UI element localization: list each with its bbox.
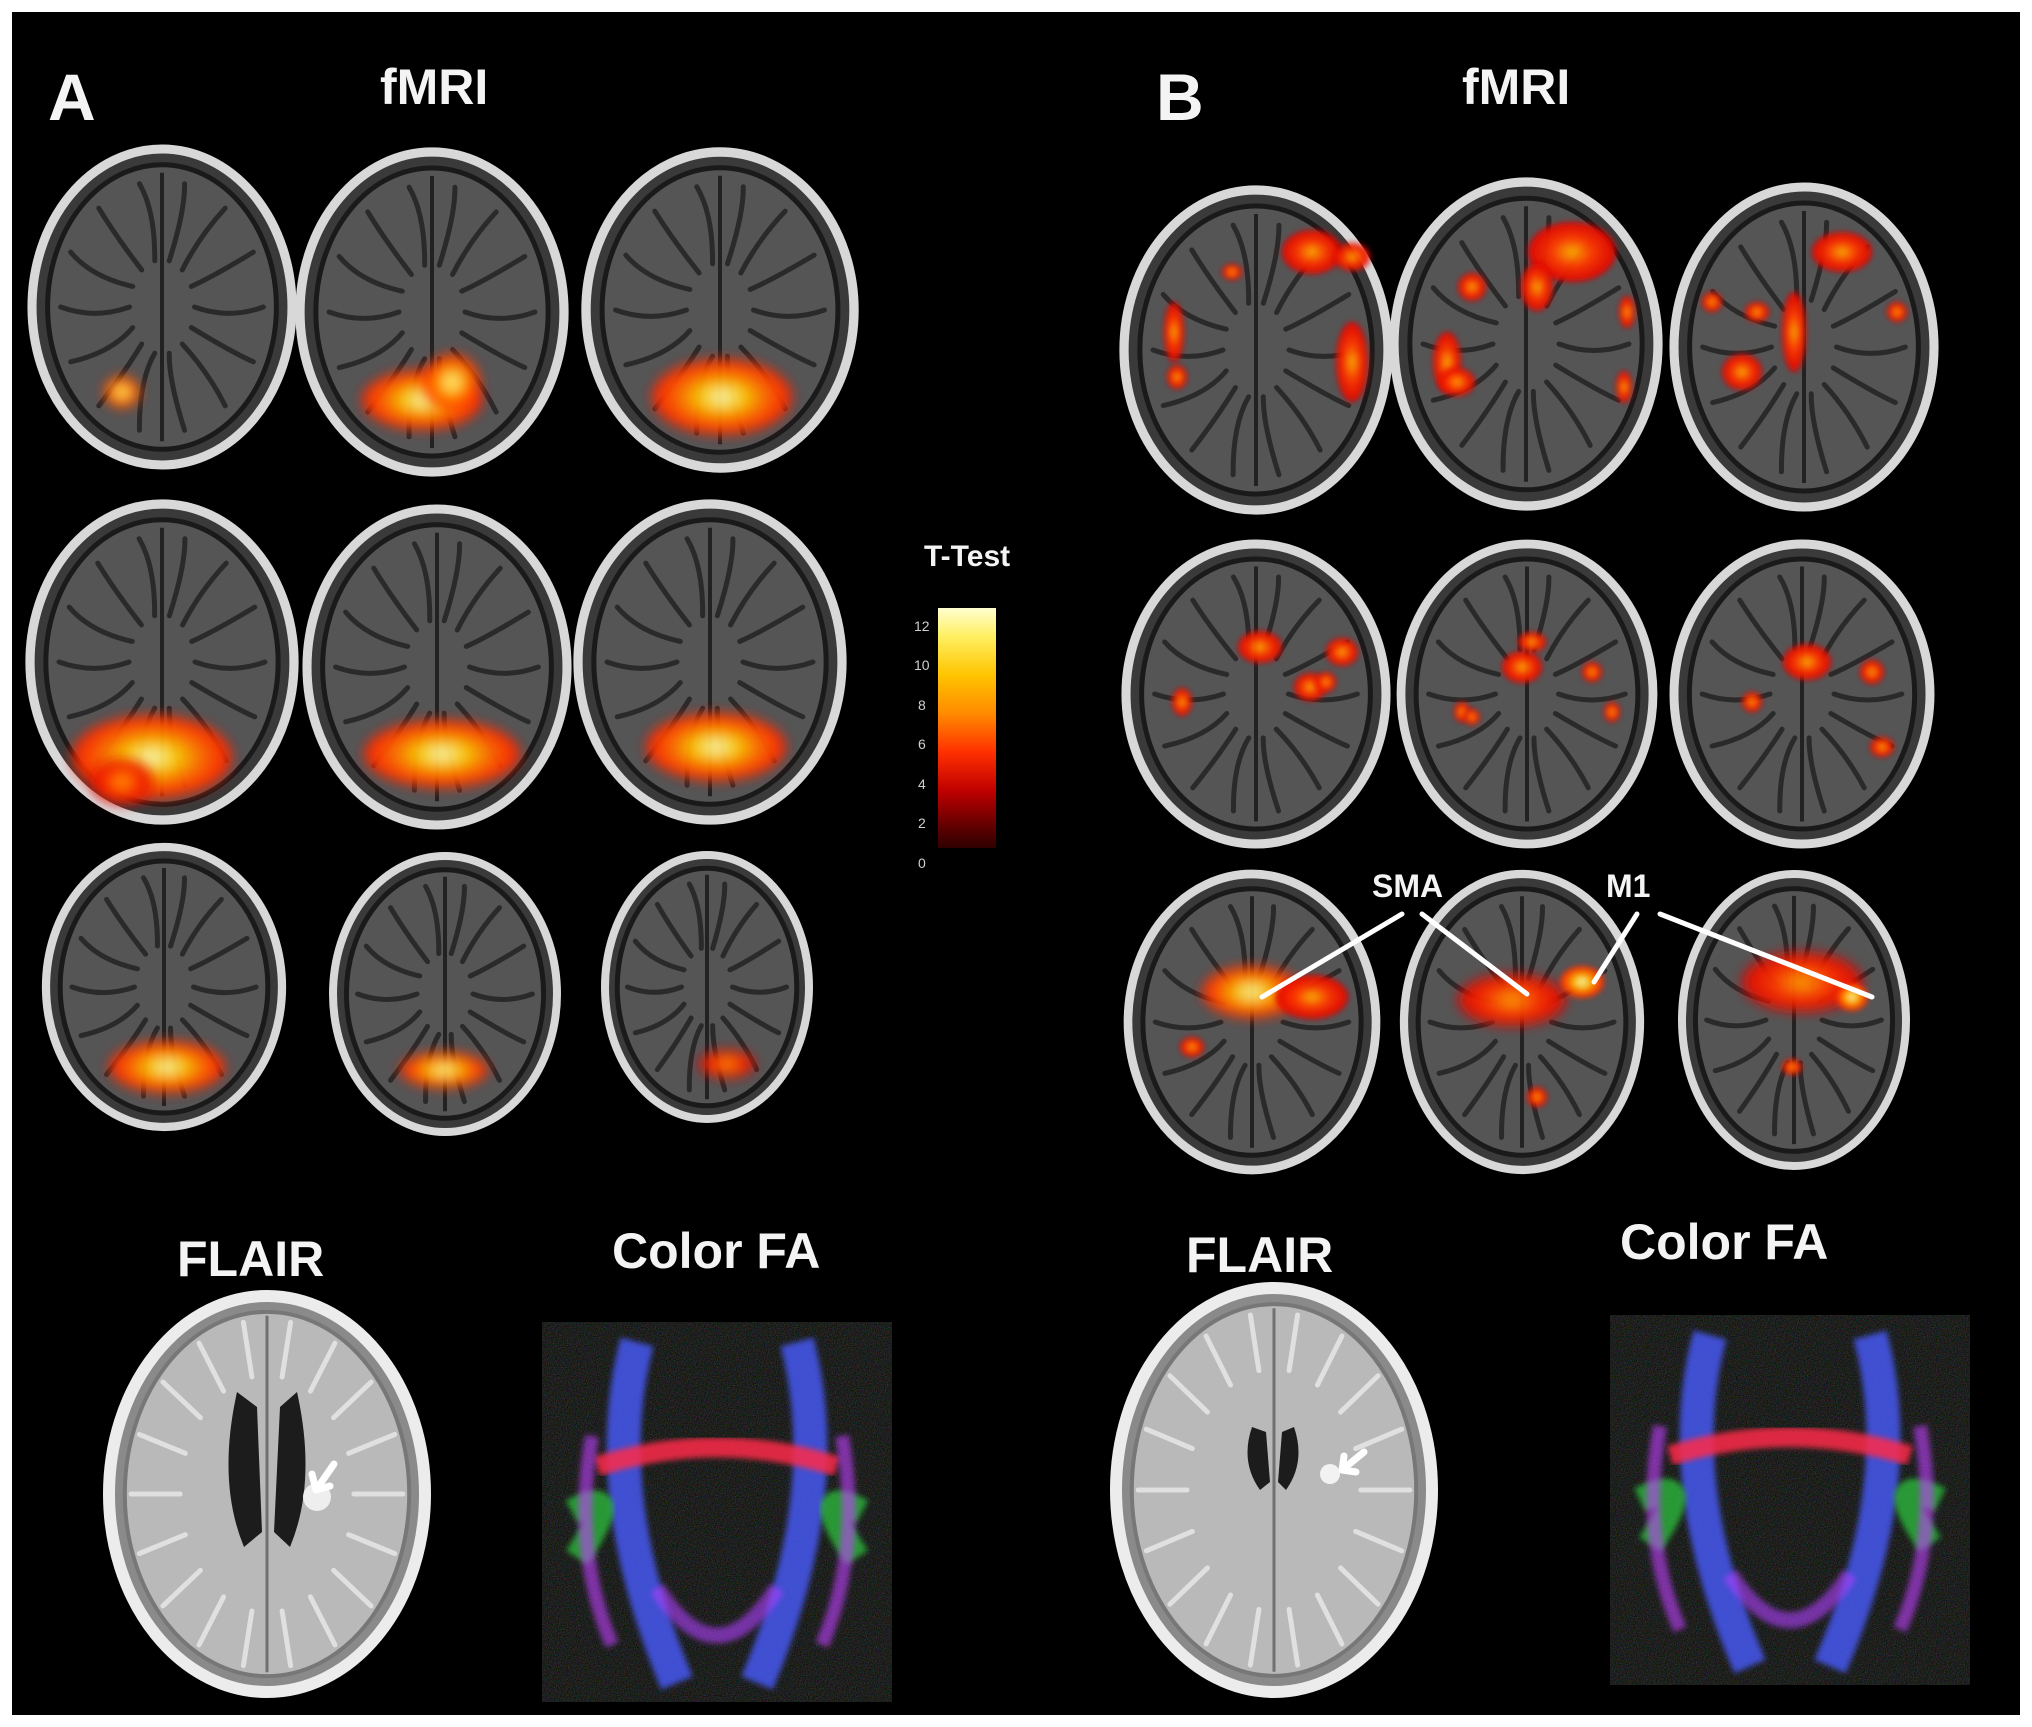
activation-blob — [1619, 296, 1635, 328]
activation-blob — [1527, 1087, 1547, 1107]
activation-blob — [1502, 651, 1542, 683]
panel-b-label: B — [1156, 60, 1204, 134]
activation-blob — [1464, 709, 1480, 725]
sma-pointer-line — [1259, 911, 1405, 1000]
panel-a-flair-title: FLAIR — [177, 1231, 325, 1287]
activation-blob — [109, 1041, 225, 1093]
activation-blob — [400, 1052, 488, 1088]
activation-blob — [699, 1050, 755, 1078]
activation-blob — [1887, 302, 1907, 322]
m1-label: M1 — [1606, 868, 1651, 904]
brain-slice — [25, 499, 299, 825]
lesion — [1320, 1464, 1340, 1484]
activation-blob — [1582, 662, 1602, 682]
colorbar-tick: 10 — [914, 657, 930, 673]
activation-blob — [1604, 702, 1620, 722]
activation-blob — [92, 760, 152, 804]
brain-slice — [601, 851, 813, 1123]
flair-slice — [1110, 1282, 1438, 1698]
brain-slice — [1123, 869, 1381, 1175]
activation-blob — [1560, 966, 1604, 998]
activation-blob — [1164, 302, 1184, 362]
sma-label: SMA — [1372, 868, 1444, 904]
activation-blob — [1172, 688, 1192, 716]
activation-blob — [1222, 264, 1242, 280]
activation-blob — [424, 354, 480, 410]
colorbar-gradient — [938, 608, 996, 848]
brain-slice — [329, 852, 561, 1136]
ventricle — [1247, 1427, 1299, 1490]
activation-blob — [1282, 230, 1342, 274]
activation-blob — [1180, 1037, 1204, 1057]
activation-blob — [1782, 292, 1806, 372]
activation-blob — [1745, 302, 1769, 322]
activation-blob — [1702, 292, 1722, 312]
brain-slice — [1389, 177, 1663, 511]
lesion-arrow-icon — [308, 1460, 338, 1494]
activation-blob — [104, 376, 140, 408]
activation-blob — [1616, 371, 1632, 403]
panel-a-label: A — [48, 60, 96, 134]
activation-blob — [1812, 232, 1872, 272]
brain-slice — [1121, 539, 1391, 849]
lesion-arrow-icon — [1338, 1448, 1368, 1476]
activation-blob — [364, 720, 520, 788]
colorbar-tick: 2 — [918, 815, 926, 831]
brain-slice — [1669, 539, 1935, 849]
activation-blob — [1528, 222, 1616, 282]
color-fa-map — [1610, 1315, 1970, 1685]
panel-a-colorfa-title: Color FA — [612, 1223, 821, 1279]
activation-blob — [1742, 952, 1862, 1012]
activation-blob — [1870, 737, 1894, 757]
figure-artwork — [25, 144, 1970, 1702]
activation-blob — [1722, 354, 1762, 390]
colorbar-tick: 12 — [914, 618, 930, 634]
colorbar-tick: 4 — [918, 776, 926, 792]
activation-blob — [1521, 263, 1553, 311]
m1-pointer-line — [1591, 911, 1640, 985]
activation-blob — [1458, 974, 1566, 1026]
activation-blob — [1783, 644, 1831, 680]
activation-blob — [1742, 692, 1762, 712]
activation-blob — [1336, 322, 1368, 402]
flair-slice — [103, 1290, 431, 1698]
activation-blob — [1202, 966, 1302, 1018]
colorbar-tick: 8 — [918, 697, 926, 713]
colorbar-tick: 6 — [918, 736, 926, 752]
activation-blob — [1518, 632, 1546, 652]
colorbar-title: T-Test — [924, 540, 1011, 573]
activation-blob — [652, 359, 792, 435]
activation-blob — [1316, 672, 1336, 692]
sma-pointer-line — [1419, 911, 1530, 997]
activation-blob — [1238, 631, 1282, 663]
colorbar-tick: 0 — [918, 855, 926, 871]
activation-blob — [646, 713, 786, 781]
panel-b-flair-title: FLAIR — [1186, 1227, 1334, 1283]
ventricle — [228, 1392, 306, 1547]
activation-blob — [1334, 243, 1370, 271]
activation-blob — [1326, 638, 1358, 666]
panel-a-fmri-title: fMRI — [380, 59, 489, 115]
figure-canvas: A fMRI B fMRI FLAIR Color FA FLAIR Color… — [12, 12, 2020, 1715]
activation-blob — [1276, 975, 1348, 1019]
m1-pointer-line — [1657, 911, 1875, 1000]
activation-blob — [1860, 660, 1884, 684]
brain-slice — [1678, 870, 1910, 1170]
activation-blob — [1439, 368, 1475, 396]
brain-slice — [1396, 539, 1658, 849]
activation-blob — [1458, 273, 1486, 301]
brain-slice — [27, 144, 297, 470]
activation-blob — [1782, 1059, 1802, 1075]
brain-slice — [41, 842, 287, 1132]
color-fa-map — [542, 1322, 892, 1702]
panel-b-colorfa-title: Color FA — [1620, 1214, 1829, 1270]
panel-b-fmri-title: fMRI — [1462, 59, 1571, 115]
activation-blob — [1167, 365, 1187, 389]
